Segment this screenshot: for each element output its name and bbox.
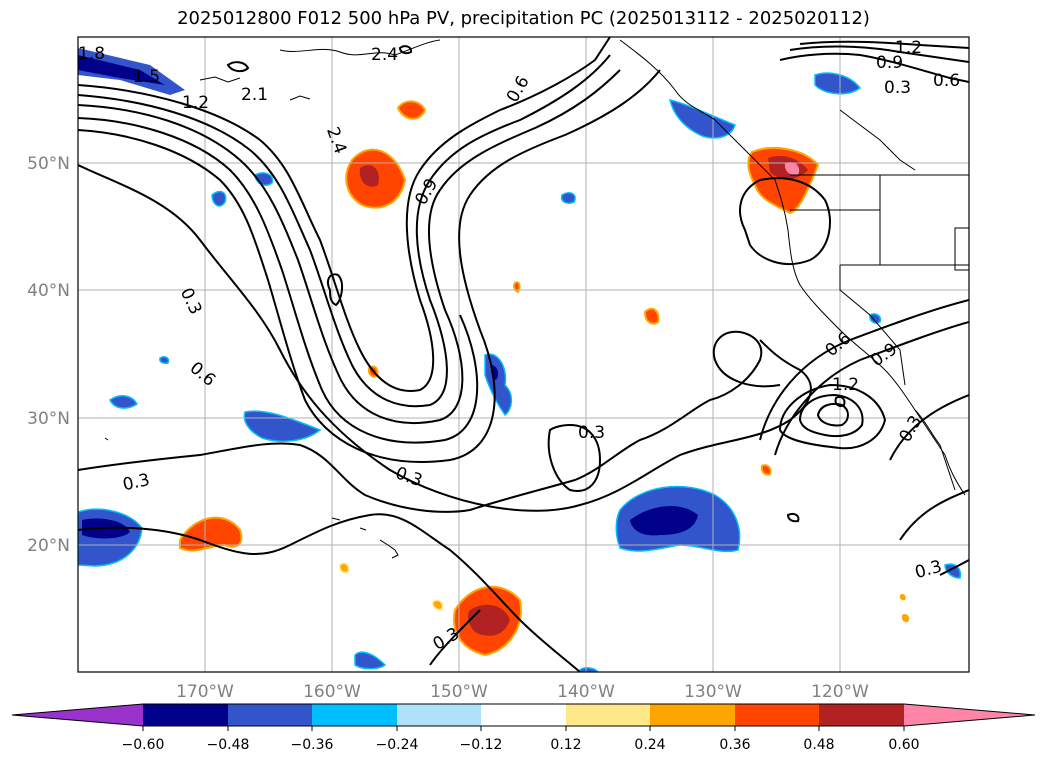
- colorbar-tick-label: −0.48: [207, 737, 250, 753]
- colorbar: −0.60 −0.48 −0.36 −0.24 −0.12 0.12 0.24 …: [11, 703, 1036, 753]
- colorbar-segment: [312, 704, 397, 726]
- colorbar-segment: [481, 704, 566, 726]
- colorbar-segment: [904, 704, 1035, 726]
- colorbar-tick-label: −0.24: [376, 737, 419, 753]
- lon-tick-label: 170°W: [176, 682, 234, 702]
- precip-shading: [78, 48, 962, 672]
- contour-label: 1.2: [182, 93, 209, 113]
- contour-label: 2.4: [371, 45, 398, 65]
- contour-label: 0.3: [884, 78, 911, 98]
- colorbar-tick-label: 0.48: [803, 737, 834, 753]
- colorbar-tick-label: −0.60: [122, 737, 165, 753]
- pv-contours: [78, 37, 969, 672]
- contour-label: 1.2: [895, 38, 922, 58]
- colorbar-segment: [143, 704, 228, 726]
- contour-label: 0.6: [933, 71, 960, 91]
- lat-tick-label: 40°N: [27, 281, 70, 301]
- lon-tick-label: 120°W: [811, 682, 869, 702]
- colorbar-tick-label: −0.12: [460, 737, 503, 753]
- colorbar-segment: [397, 704, 482, 726]
- colorbar-tick-label: 0.60: [888, 737, 919, 753]
- contour-label: 1.8: [78, 44, 105, 64]
- contour-label: 2.1: [241, 85, 268, 105]
- contour-label: 0.9: [876, 53, 903, 73]
- lon-tick-label: 130°W: [684, 682, 742, 702]
- contour-label: 0.3: [578, 423, 605, 443]
- colorbar-segment: [819, 704, 904, 726]
- colorbar-ticks: [142, 726, 905, 731]
- lon-tick-label: 140°W: [557, 682, 615, 702]
- latitude-labels: 50°N 40°N 30°N 20°N: [27, 154, 70, 556]
- colorbar-segment: [735, 704, 820, 726]
- colorbar-segment: [650, 704, 735, 726]
- lat-tick-label: 50°N: [27, 154, 70, 174]
- map-title: 2025012800 F012 500 hPa PV, precipitatio…: [177, 8, 870, 29]
- colorbar-tick-label: 0.24: [634, 737, 665, 753]
- lat-tick-label: 20°N: [27, 536, 70, 556]
- colorbar-tick-label: −0.36: [291, 737, 334, 753]
- contour-label: 1.5: [133, 67, 160, 87]
- lon-tick-label: 150°W: [430, 682, 488, 702]
- lat-tick-label: 30°N: [27, 409, 70, 429]
- colorbar-segment: [12, 704, 143, 726]
- lon-tick-label: 160°W: [303, 682, 361, 702]
- colorbar-tick-label: 0.36: [719, 737, 750, 753]
- colorbar-segment: [566, 704, 651, 726]
- longitude-labels: 170°W 160°W 150°W 140°W 130°W 120°W: [176, 682, 869, 702]
- coastlines: [104, 39, 969, 559]
- map-frame: [77, 36, 970, 673]
- colorbar-tick-label: 0.12: [550, 737, 581, 753]
- colorbar-segment: [228, 704, 313, 726]
- contour-label: 1.2: [832, 375, 859, 395]
